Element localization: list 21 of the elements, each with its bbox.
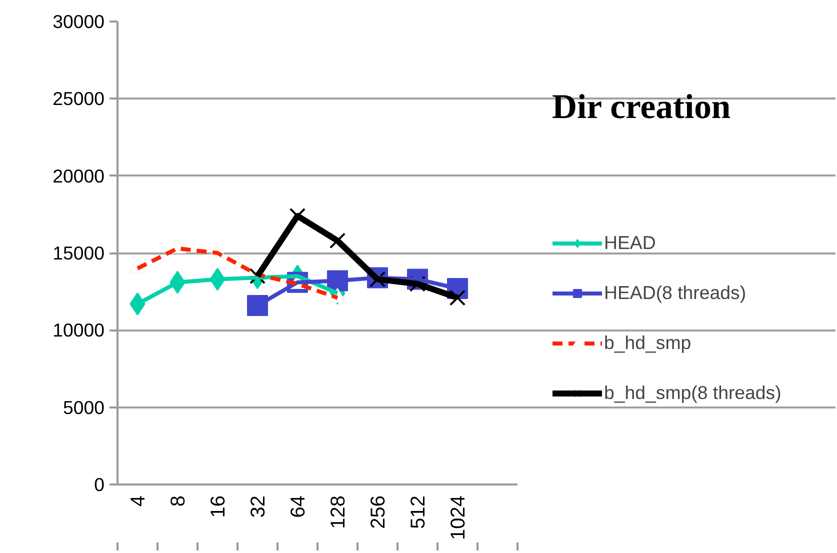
legend-label: HEAD(8 threads) — [604, 282, 746, 304]
x-tick-label: 64 — [288, 495, 310, 518]
x-tick-label: 4 — [128, 496, 150, 507]
legend-label: b_hd_smp(8 threads) — [604, 382, 782, 404]
x-tick-label: 16 — [208, 495, 230, 518]
x-tick-label: 1024 — [448, 495, 470, 540]
y-tick-label: 0 — [94, 474, 105, 495]
x-tick-label: 128 — [328, 495, 350, 529]
x-tick-label: 256 — [368, 495, 390, 529]
x-tick-label: 32 — [248, 495, 270, 518]
x-tick-label: 8 — [168, 496, 190, 507]
y-tick-label: 15000 — [52, 242, 105, 264]
y-tick-label: 10000 — [52, 320, 105, 341]
x-tick-label: 512 — [408, 495, 430, 529]
legend-label: HEAD — [604, 232, 656, 254]
text: Dir creation — [552, 88, 732, 127]
legend-label: b_hd_smp — [604, 332, 692, 354]
y-tick-label: 20000 — [52, 165, 105, 186]
y-tick-label: 25000 — [52, 88, 105, 110]
y-tick-label: 30000 — [52, 11, 105, 32]
y-tick-label: 5000 — [62, 396, 105, 418]
